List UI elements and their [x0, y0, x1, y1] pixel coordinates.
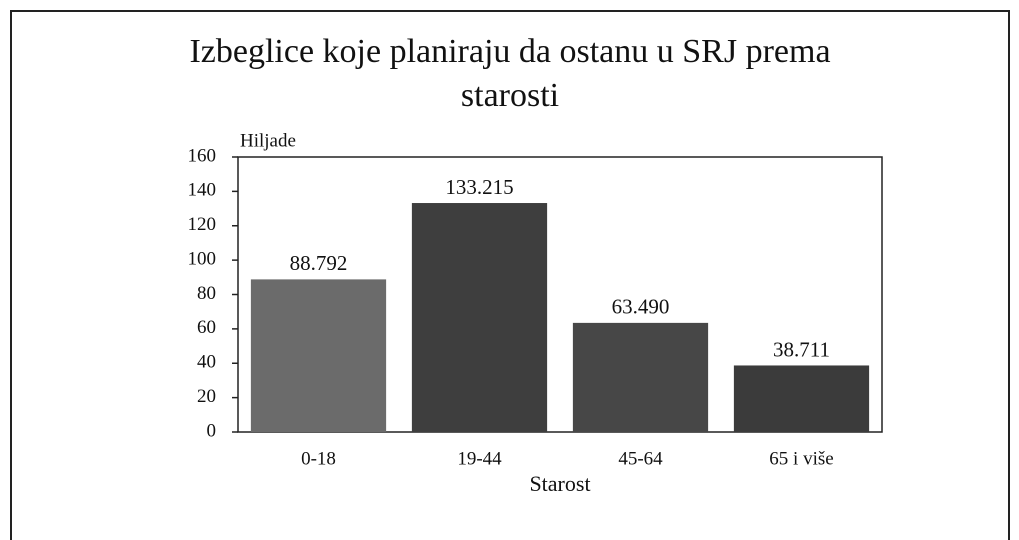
x-tick-label: 19-44	[457, 448, 502, 469]
y-tick-label: 80	[197, 283, 216, 304]
y-tick-label: 0	[207, 420, 217, 441]
bar	[250, 279, 387, 432]
y-tick-label: 140	[188, 180, 217, 201]
x-axis-label: Starost	[529, 471, 590, 496]
bar	[733, 365, 870, 432]
chart-title: Izbeglice koje planiraju da ostanu u SRJ…	[189, 33, 831, 114]
data-label: 133.215	[445, 175, 513, 199]
data-label: 88.792	[290, 251, 348, 275]
bar	[411, 203, 548, 432]
y-tick-label: 120	[188, 214, 217, 235]
y-tick-label: 100	[188, 248, 217, 269]
y-tick-label: 20	[197, 386, 216, 407]
y-axis-label: Hiljade	[240, 130, 296, 151]
chart-frame	[10, 10, 1010, 540]
y-tick-label: 60	[197, 317, 216, 338]
y-tick-label: 40	[197, 352, 216, 373]
data-label: 63.490	[612, 295, 670, 319]
bar	[572, 322, 709, 432]
x-tick-label: 0-18	[301, 448, 336, 469]
y-tick-label: 160	[188, 145, 217, 166]
x-tick-label: 45-64	[618, 448, 663, 469]
data-label: 38.711	[773, 337, 830, 361]
x-tick-label: 65 i više	[769, 448, 833, 469]
